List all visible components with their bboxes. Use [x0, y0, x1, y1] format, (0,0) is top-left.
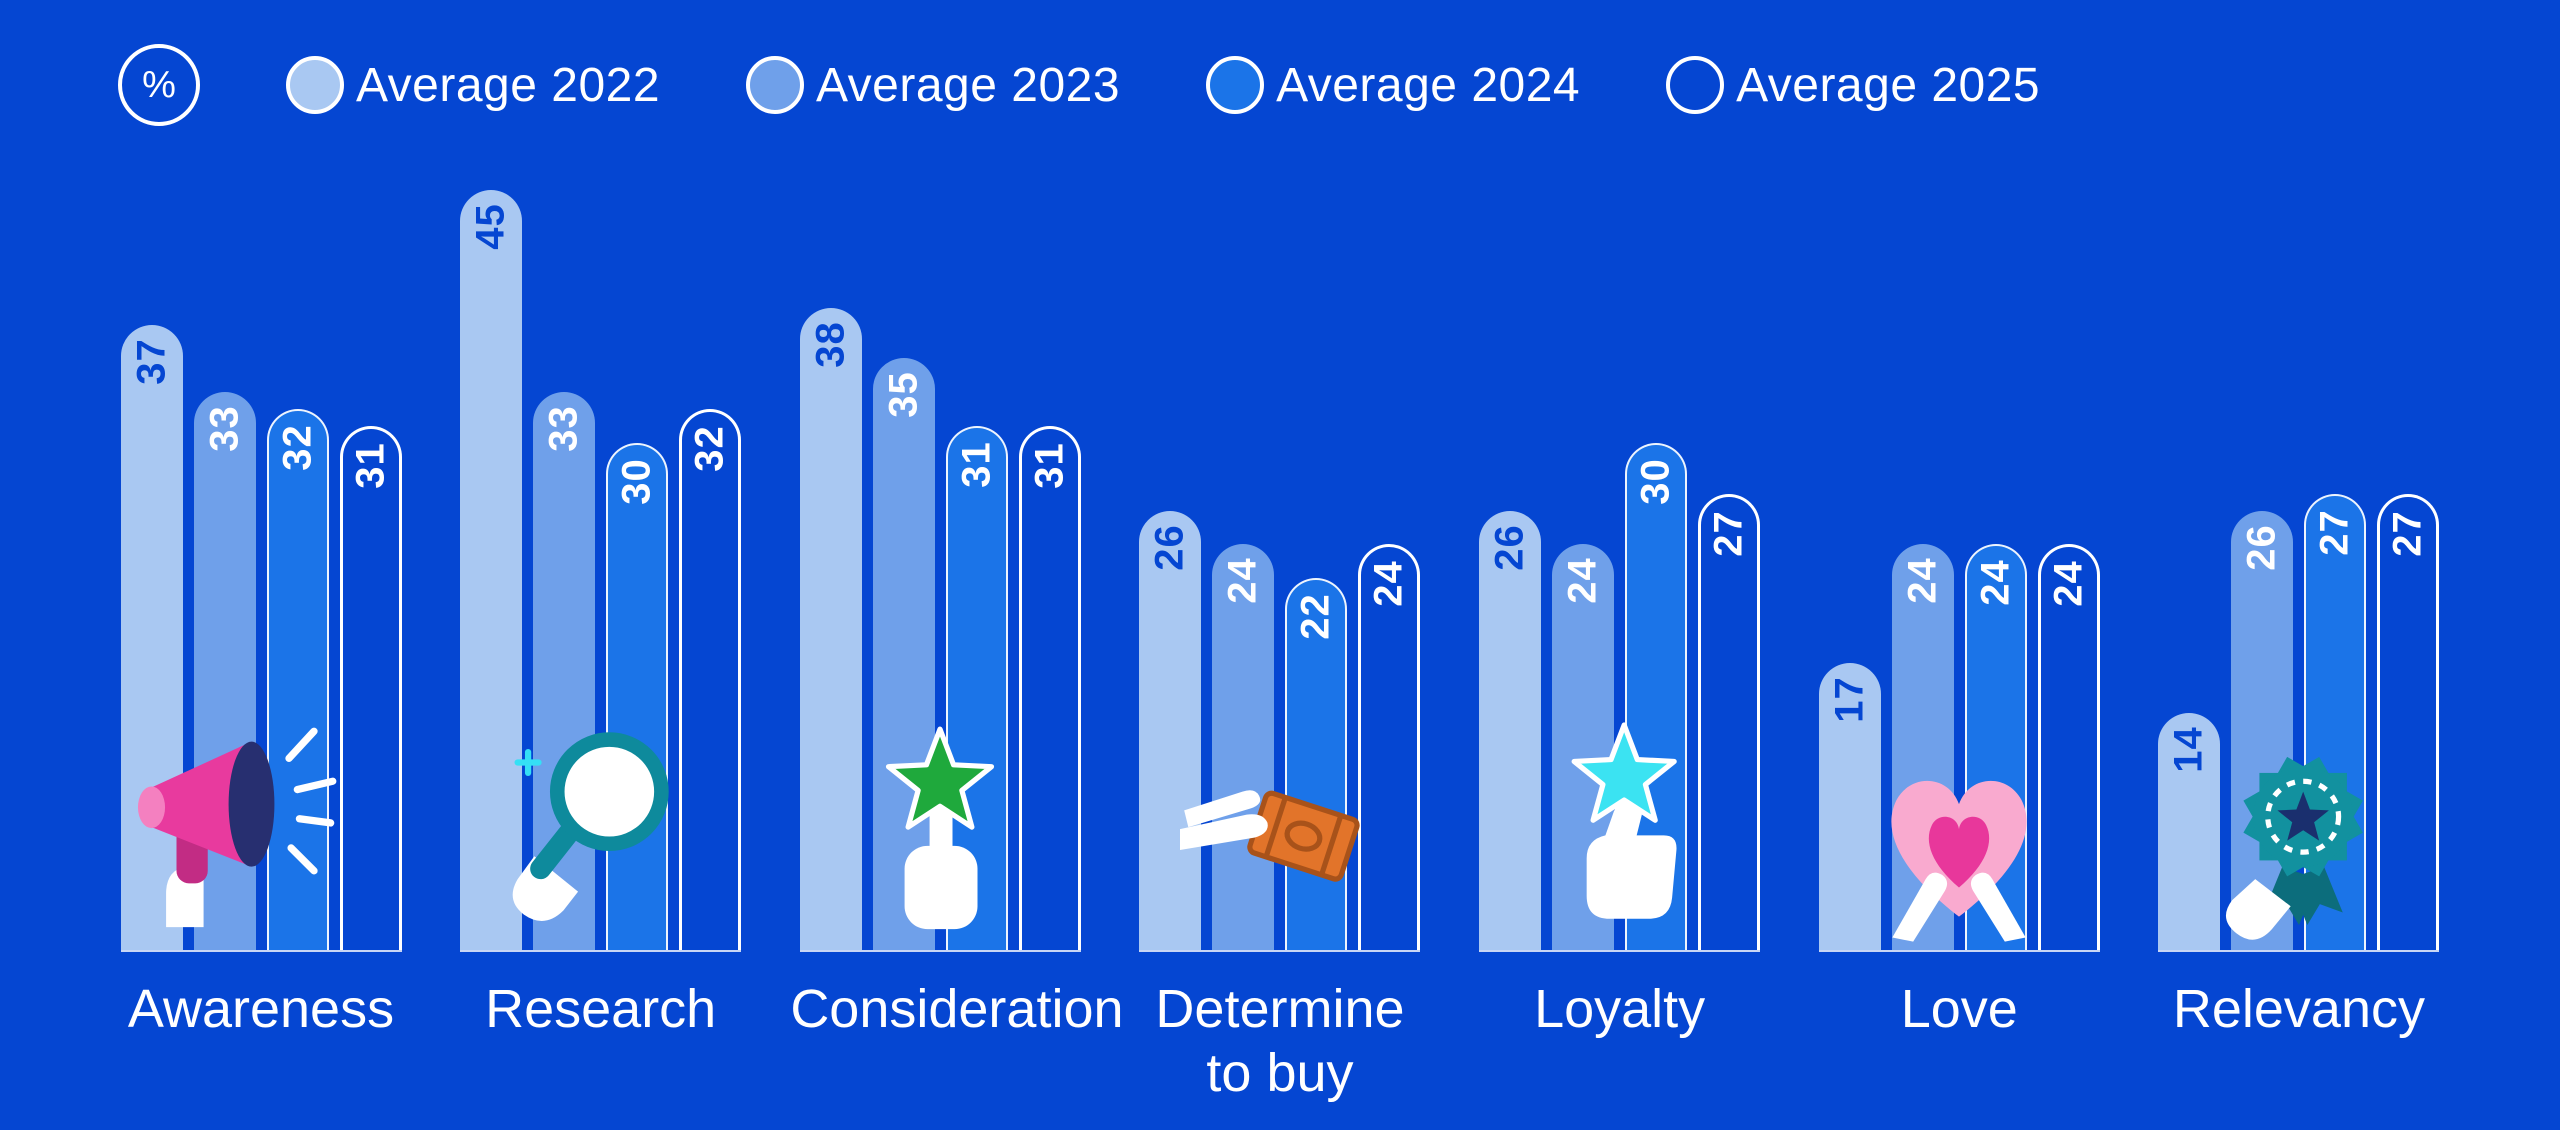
chart-group-research: 45 33 30 32 Research	[446, 0, 756, 1130]
bar-average-2023: 33	[533, 392, 596, 950]
bar-average-2022: 26	[1479, 511, 1542, 950]
bar-average-2022: 45	[460, 190, 523, 950]
bar-group: 17 24 24 24	[1818, 544, 2100, 952]
bar-value: 26	[1487, 524, 1532, 571]
bar-value: 31	[954, 441, 999, 488]
bar-value: 30	[614, 458, 659, 505]
category-label: Relevancy	[2172, 979, 2425, 1039]
legend-label-2022: Average 2022	[356, 58, 661, 112]
bar-average-2022: 26	[1139, 511, 1202, 950]
category-label: Consideration	[790, 979, 1124, 1039]
bar-average-2022: 37	[120, 325, 183, 950]
bar-value: 45	[468, 203, 513, 250]
bar-value: 37	[129, 338, 173, 385]
legend-swatch-2022	[286, 56, 344, 114]
percent-symbol: %	[142, 63, 176, 106]
bar-average-2024: 27	[2304, 494, 2367, 950]
bar-chart: 37 33 32 31 Awareness 45 33 30 32 Research	[106, 0, 2454, 1130]
bar-average-2025: 31	[1018, 426, 1081, 950]
legend-label-2025: Average 2025	[1736, 58, 2041, 112]
category-label: Determine to buy	[1155, 979, 1405, 1103]
legend-item-2022: Average 2022	[286, 56, 660, 114]
legend-swatch-2024	[1206, 56, 1265, 114]
bar-value: 31	[1027, 442, 1072, 489]
legend-label-2024: Average 2024	[1276, 58, 1581, 112]
bar-average-2024: 32	[266, 409, 329, 950]
bar-value: 26	[2239, 524, 2284, 571]
bar-average-2023: 24	[1212, 544, 1275, 950]
bar-value: 38	[808, 321, 853, 368]
chart-group-consideration: 38 35 31 31 Consideration	[785, 0, 1124, 1130]
bar-value: 27	[2385, 510, 2430, 557]
category-label: Loyalty	[1534, 979, 1706, 1039]
bar-value: 24	[1220, 557, 1265, 604]
bar-average-2024: 24	[1964, 544, 2027, 950]
bar-average-2023: 26	[2231, 511, 2294, 950]
bar-value: 24	[1560, 557, 1605, 604]
legend-label-2023: Average 2023	[816, 58, 1121, 112]
bar-average-2022: 17	[1818, 663, 1881, 950]
bar-average-2024: 22	[1285, 578, 1348, 950]
bar-value: 31	[348, 442, 392, 489]
bar-value: 27	[1706, 510, 1751, 557]
bar-group: 45 33 30 32	[460, 190, 742, 952]
chart-group-relevancy: 14 26 27 27 Relevancy	[2144, 0, 2454, 1130]
bar-value: 24	[1973, 559, 2018, 606]
bar-value: 22	[1293, 593, 1338, 640]
bar-value: 14	[2166, 726, 2211, 773]
bar-group: 37 33 32 31	[120, 325, 402, 952]
bar-average-2025: 24	[2037, 544, 2100, 950]
bar-value: 24	[1900, 557, 1945, 604]
legend-item-2024: Average 2024	[1206, 56, 1580, 114]
category-label: Awareness	[127, 979, 395, 1039]
bar-average-2023: 24	[1552, 544, 1615, 950]
chart-group-determine-to-buy: 26 24 22 24 Determine to buy	[1125, 0, 1435, 1130]
legend-item-2025: Average 2025	[1666, 56, 2040, 114]
bar-value: 24	[1366, 560, 1411, 607]
bar-value: 35	[881, 371, 926, 418]
category-label: Love	[1900, 979, 2018, 1039]
bar-group: 38 35 31 31	[799, 308, 1081, 952]
bar-group: 14 26 27 27	[2158, 494, 2440, 952]
bar-average-2025: 32	[679, 409, 742, 950]
bar-value: 30	[1633, 458, 1678, 505]
bar-average-2022: 14	[2158, 713, 2221, 950]
bar-average-2024: 31	[945, 426, 1008, 950]
bar-average-2024: 30	[606, 443, 669, 950]
chart-group-love: 17 24 24 24 Love	[1804, 0, 2114, 1130]
bar-value: 17	[1827, 676, 1872, 723]
bar-group: 26 24 30 27	[1479, 443, 1761, 952]
chart-group-loyalty: 26 24 30 27 Loyalty	[1465, 0, 1775, 1130]
legend: % Average 2022 Average 2023 Average 2024…	[118, 44, 2040, 126]
bar-value: 32	[687, 425, 732, 472]
bar-value: 33	[202, 405, 246, 452]
bar-average-2023: 24	[1891, 544, 1954, 950]
bar-average-2025: 31	[339, 426, 402, 950]
category-label: Research	[485, 979, 717, 1039]
percent-icon: %	[118, 44, 200, 126]
legend-swatch-2023	[746, 56, 805, 114]
legend-swatch-2025	[1666, 56, 1725, 114]
bar-group: 26 24 22 24	[1139, 511, 1421, 952]
bar-average-2024: 30	[1625, 443, 1688, 950]
bar-average-2025: 27	[2377, 494, 2440, 950]
bar-value: 33	[541, 405, 586, 452]
bar-value: 24	[2046, 560, 2091, 607]
bar-average-2025: 24	[1358, 544, 1421, 950]
bar-value: 26	[1147, 524, 1192, 571]
bar-value: 27	[2312, 509, 2357, 556]
chart-group-awareness: 37 33 32 31 Awareness	[106, 0, 416, 1130]
bar-average-2023: 33	[193, 392, 256, 950]
legend-item-2023: Average 2023	[746, 56, 1120, 114]
bar-average-2023: 35	[872, 358, 935, 950]
bar-average-2022: 38	[799, 308, 862, 950]
bar-value: 32	[275, 424, 319, 471]
bar-average-2025: 27	[1698, 494, 1761, 950]
